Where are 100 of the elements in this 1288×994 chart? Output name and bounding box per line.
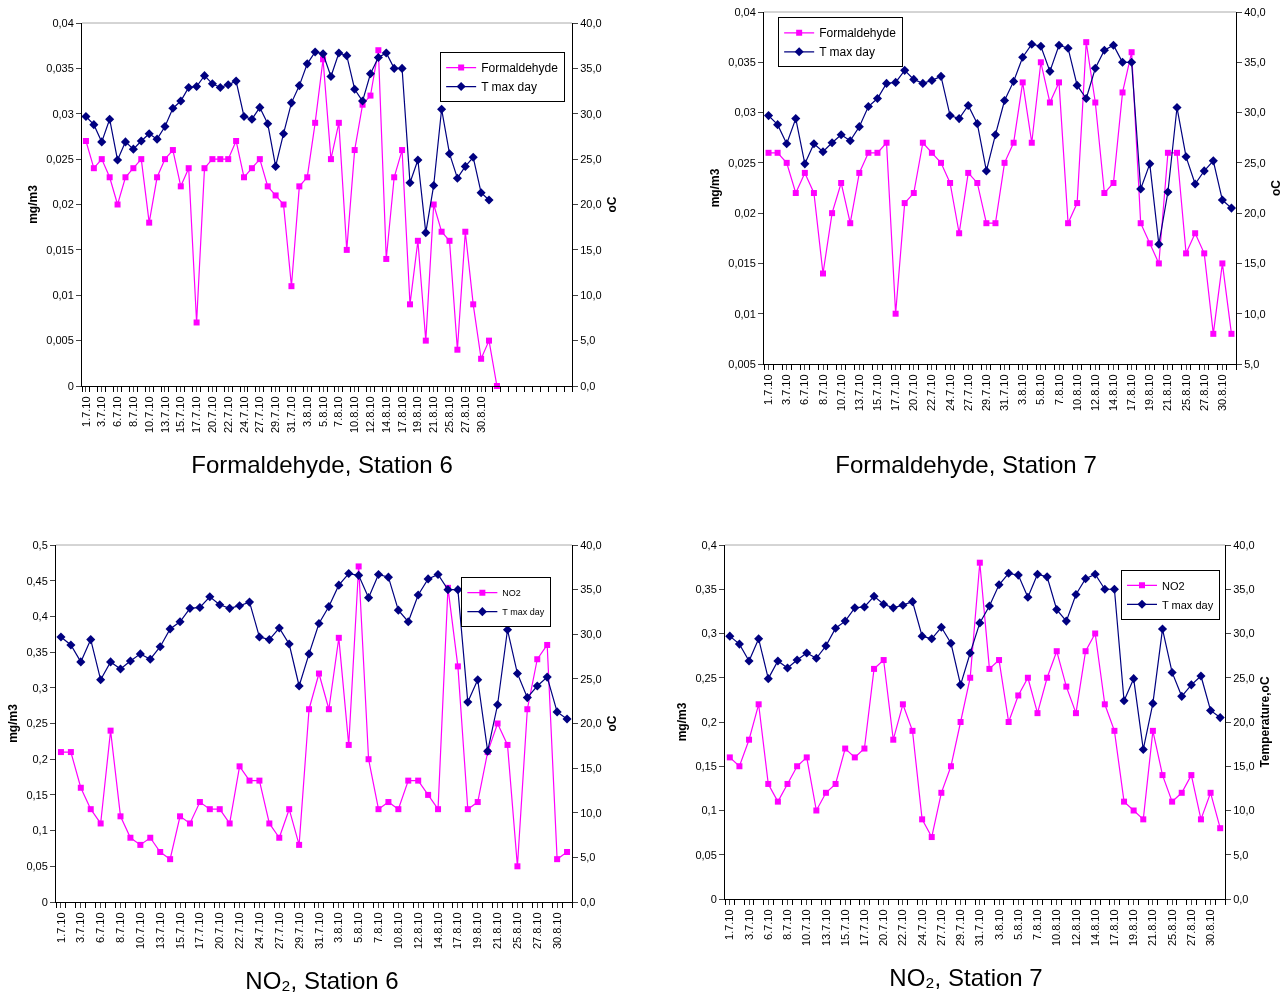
x-tick-label: 10.8.10 xyxy=(1070,374,1083,412)
x-tick-label: 8.7.10 xyxy=(126,396,139,427)
point xyxy=(888,603,898,613)
point xyxy=(199,71,210,81)
x-tick-label: 10.7.10 xyxy=(142,396,155,434)
point xyxy=(725,631,735,641)
point xyxy=(1015,692,1022,699)
x-tick-label: 22.7.10 xyxy=(896,909,909,947)
point xyxy=(832,780,839,787)
point xyxy=(175,617,185,627)
point xyxy=(1136,184,1146,194)
point xyxy=(1130,807,1137,814)
x-tick-label: 1.7.10 xyxy=(79,396,92,427)
point xyxy=(216,806,223,813)
point xyxy=(936,71,946,81)
x-tick-label: 10.7.10 xyxy=(800,909,813,947)
x-tick-label: 3.8.10 xyxy=(1016,374,1029,405)
point xyxy=(1100,584,1110,594)
point xyxy=(1140,816,1147,823)
point xyxy=(938,789,945,796)
x-tick-label: 12.8.10 xyxy=(364,396,377,434)
point xyxy=(954,114,964,124)
point xyxy=(1074,200,1081,207)
x-tick-label: 19.8.10 xyxy=(1127,909,1140,947)
point xyxy=(763,674,773,684)
point xyxy=(468,152,478,162)
point xyxy=(474,799,481,806)
point xyxy=(1138,744,1148,754)
x-tick-label: 20.7.10 xyxy=(205,396,218,434)
point xyxy=(1117,57,1128,67)
x-tick-label: 29.7.10 xyxy=(292,912,305,950)
point xyxy=(1072,80,1082,90)
point xyxy=(1119,696,1129,706)
point xyxy=(185,603,195,613)
point xyxy=(130,165,137,172)
point xyxy=(358,96,368,106)
x-tick-label: 25.8.10 xyxy=(443,396,456,434)
x-tick-label: 20.7.10 xyxy=(877,909,890,947)
point xyxy=(544,641,551,648)
point xyxy=(383,572,393,582)
point xyxy=(350,84,360,94)
point xyxy=(919,139,926,146)
point xyxy=(927,634,937,644)
point xyxy=(1110,179,1117,186)
x-tick-label: 30.8.10 xyxy=(1215,374,1228,412)
y2-tick-label: 30,0 xyxy=(1244,106,1266,119)
legend-label: Formaldehyde xyxy=(481,61,559,76)
point xyxy=(1183,250,1190,257)
y-tick-label: 0,4 xyxy=(701,538,717,551)
x-tick-label: 1.7.10 xyxy=(54,912,67,943)
point xyxy=(438,228,445,235)
x-tick-label: 27.8.10 xyxy=(1197,374,1210,412)
point xyxy=(470,301,477,308)
y2-tick-label: 35,0 xyxy=(580,62,602,75)
point xyxy=(484,195,494,205)
y-tick-label: 0,3 xyxy=(701,627,717,640)
y-tick-label: 0,015 xyxy=(46,243,74,256)
point xyxy=(996,657,1003,664)
x-tick-label: 3.8.10 xyxy=(992,909,1005,940)
point xyxy=(381,48,391,58)
point xyxy=(105,114,115,124)
point xyxy=(1201,250,1208,257)
point xyxy=(342,51,352,61)
point xyxy=(443,585,453,595)
point xyxy=(223,80,233,90)
point xyxy=(324,602,334,612)
point xyxy=(872,93,883,104)
point xyxy=(512,668,522,679)
point xyxy=(302,59,312,69)
x-tick-label: 24.7.10 xyxy=(237,396,250,434)
y-tick-label: 0 xyxy=(710,892,717,905)
point xyxy=(107,727,114,734)
y-tick-label: 0,005 xyxy=(46,334,74,347)
point xyxy=(919,816,926,823)
point xyxy=(831,623,841,633)
y-tick-label: 0,4 xyxy=(32,610,48,623)
point xyxy=(1052,605,1062,615)
point xyxy=(89,120,99,130)
point xyxy=(235,601,245,611)
x-tick-label: 27.7.10 xyxy=(961,374,974,412)
x-tick-label: 24.7.10 xyxy=(943,374,956,412)
point xyxy=(406,301,413,308)
point xyxy=(1034,710,1041,717)
y-tick-label: 0,35 xyxy=(695,583,717,596)
point xyxy=(1024,674,1031,681)
point xyxy=(999,95,1010,106)
x-tick-label: 27.8.10 xyxy=(458,396,471,434)
point xyxy=(393,605,403,615)
point xyxy=(1042,572,1052,582)
point xyxy=(1099,45,1109,55)
point xyxy=(98,156,105,163)
point xyxy=(1109,584,1119,594)
point xyxy=(271,161,281,171)
point xyxy=(56,632,66,642)
point xyxy=(542,672,552,682)
y2-tick-label: 35,0 xyxy=(1233,583,1255,596)
y2-tick-label: 30,0 xyxy=(580,107,602,120)
point xyxy=(1174,149,1180,156)
point xyxy=(1009,76,1019,86)
legend-label: T max day xyxy=(819,45,875,60)
